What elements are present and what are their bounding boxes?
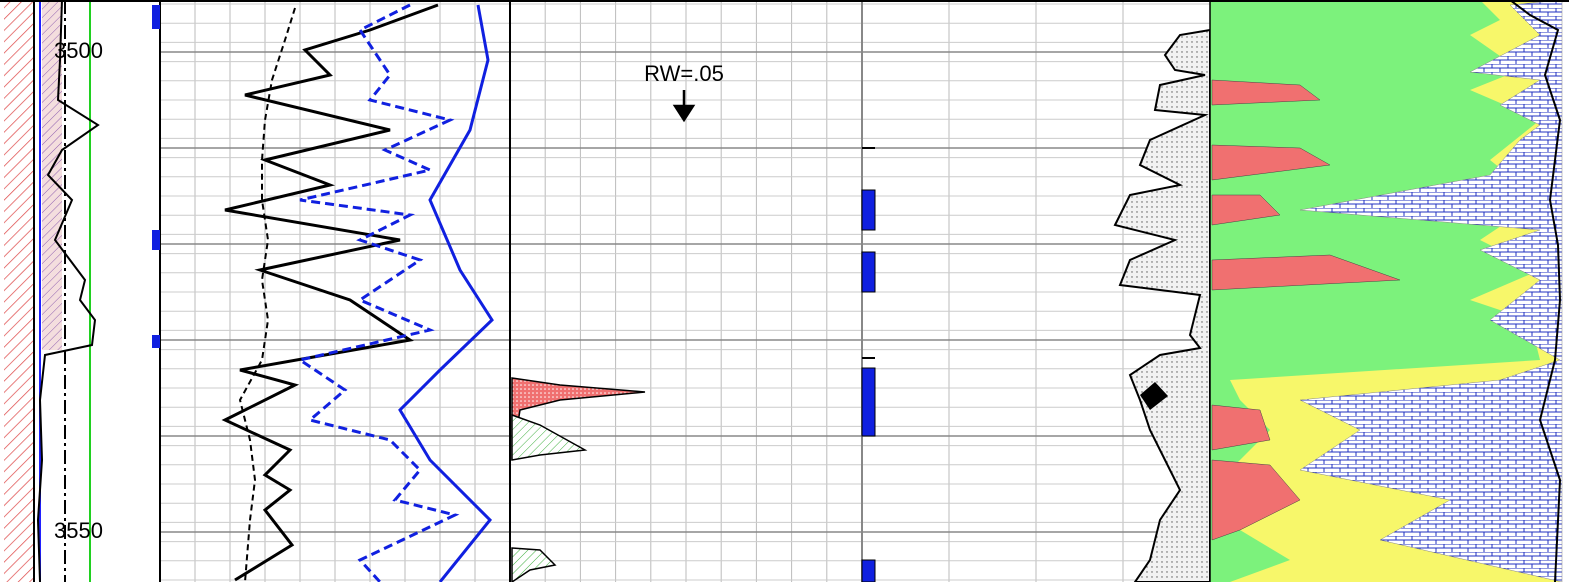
curve <box>296 3 460 582</box>
annotation: RW=.05 <box>644 61 724 86</box>
arrow <box>672 90 696 123</box>
depth-label: 3550 <box>54 518 103 543</box>
curve <box>1509 0 1562 582</box>
grid <box>160 0 1210 582</box>
flag <box>861 367 876 437</box>
curve <box>398 4 494 582</box>
shaded-peak <box>511 413 588 461</box>
curve <box>36 0 100 582</box>
shaded-peak <box>1140 382 1168 410</box>
flag <box>861 189 876 231</box>
curve <box>238 7 296 582</box>
shaded-peak <box>511 547 557 582</box>
depth-label: 3500 <box>54 38 103 63</box>
flag <box>861 251 876 293</box>
lithology-fill <box>1299 0 1563 582</box>
flag <box>152 230 160 250</box>
flag <box>152 335 160 348</box>
hatch-fill <box>42 0 62 350</box>
flag <box>861 559 876 582</box>
curve <box>221 3 439 582</box>
sp-curve <box>1113 28 1211 582</box>
lithology-fill <box>1211 79 1401 541</box>
lithology-hatch <box>4 0 34 582</box>
flag <box>152 5 160 29</box>
